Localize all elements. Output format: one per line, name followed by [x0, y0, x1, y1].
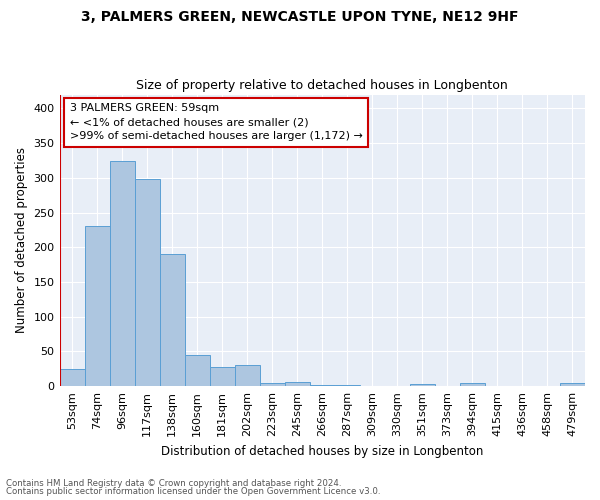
Bar [85, 226, 110, 386]
Text: 3 PALMERS GREEN: 59sqm
← <1% of detached houses are smaller (2)
>99% of semi-det: 3 PALMERS GREEN: 59sqm ← <1% of detached… [70, 104, 363, 142]
Bar [235, 366, 260, 386]
Bar [160, 254, 185, 386]
Y-axis label: Number of detached properties: Number of detached properties [15, 148, 28, 334]
X-axis label: Distribution of detached houses by size in Longbenton: Distribution of detached houses by size … [161, 444, 484, 458]
Bar [110, 160, 134, 386]
Bar [185, 355, 209, 386]
Bar [260, 382, 285, 386]
Bar [285, 382, 310, 386]
Text: Contains public sector information licensed under the Open Government Licence v3: Contains public sector information licen… [6, 487, 380, 496]
Title: Size of property relative to detached houses in Longbenton: Size of property relative to detached ho… [136, 79, 508, 92]
Text: 3, PALMERS GREEN, NEWCASTLE UPON TYNE, NE12 9HF: 3, PALMERS GREEN, NEWCASTLE UPON TYNE, N… [81, 10, 519, 24]
Bar [59, 369, 85, 386]
Bar [209, 366, 235, 386]
Bar [460, 382, 485, 386]
Bar [310, 385, 335, 386]
Bar [410, 384, 435, 386]
Text: Contains HM Land Registry data © Crown copyright and database right 2024.: Contains HM Land Registry data © Crown c… [6, 478, 341, 488]
Bar [560, 384, 585, 386]
Bar [134, 180, 160, 386]
